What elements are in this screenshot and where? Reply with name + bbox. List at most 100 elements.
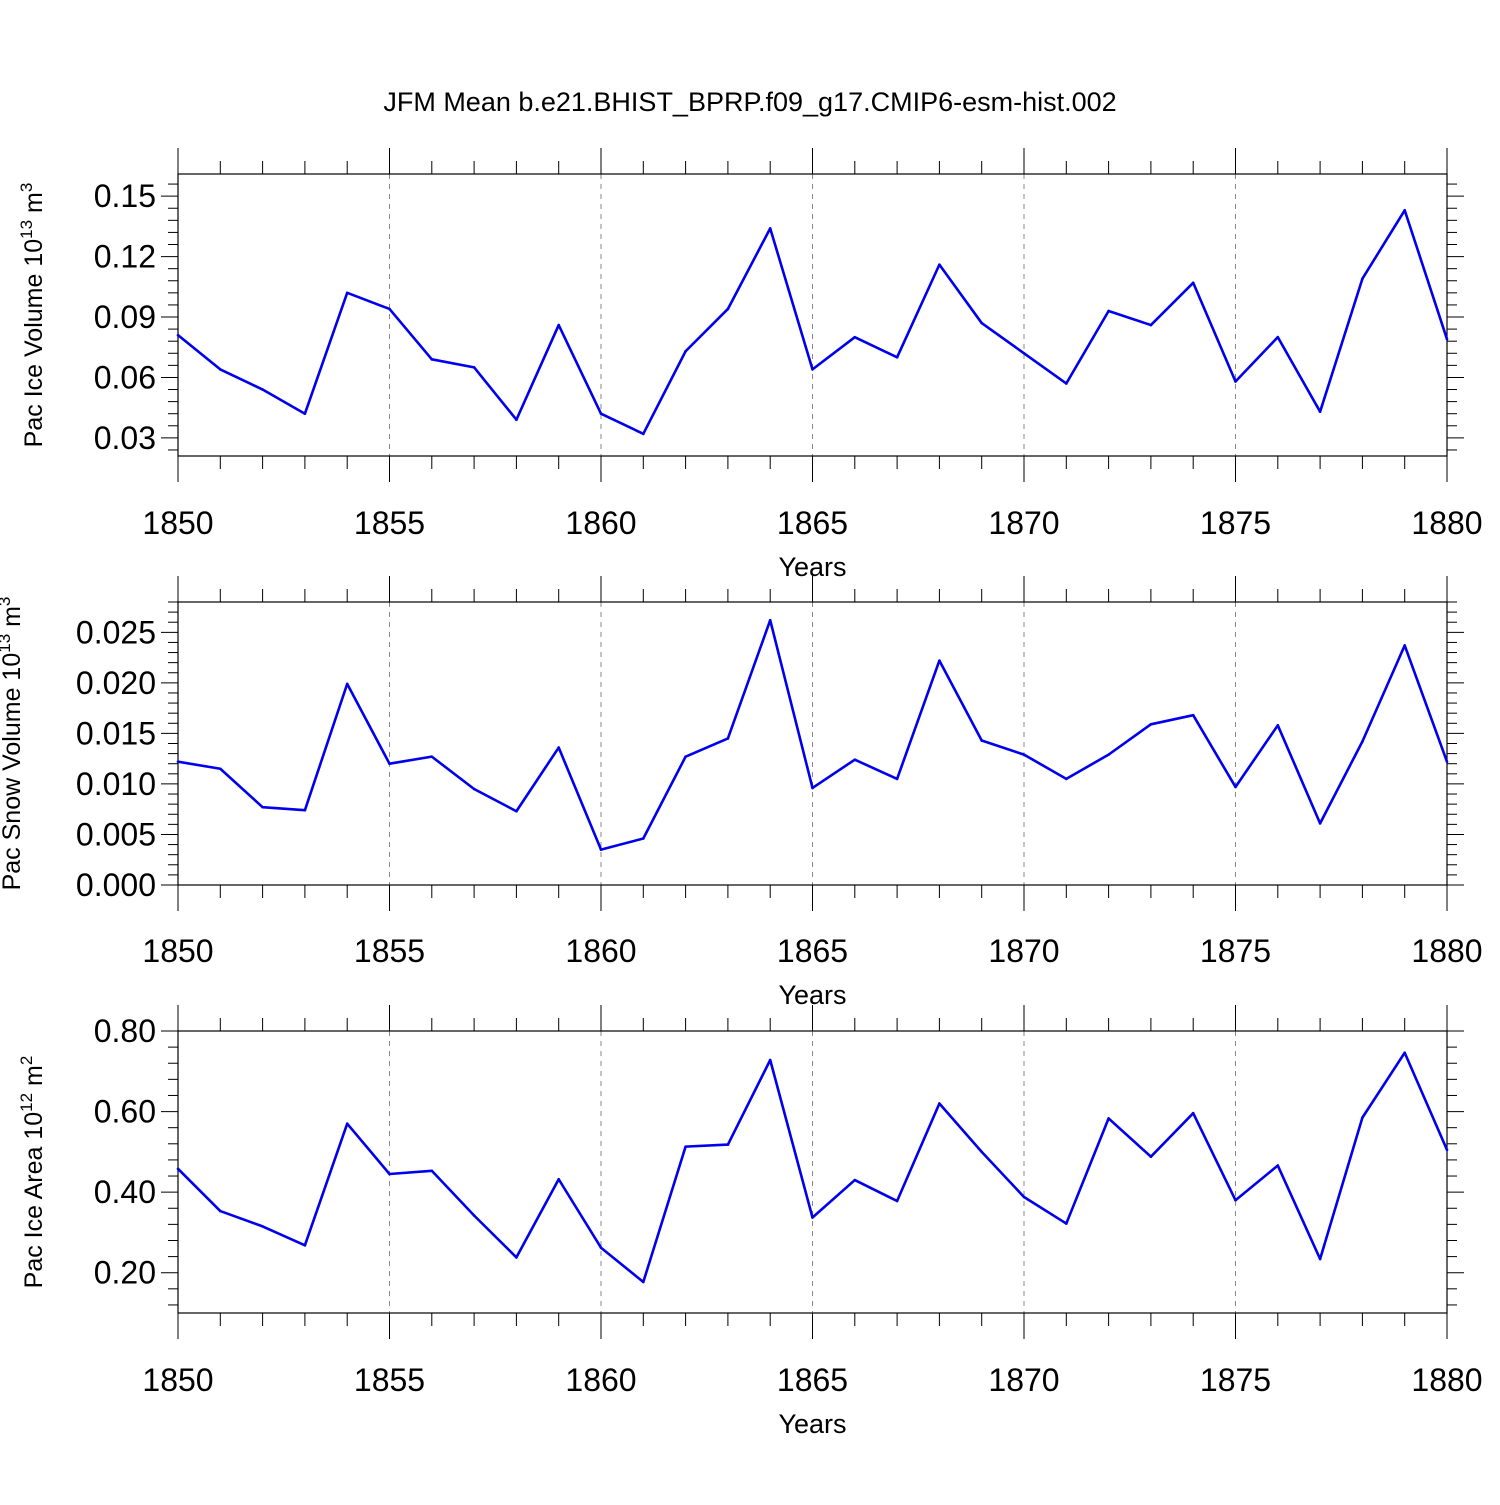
y-tick-label: 0.005 — [76, 816, 156, 852]
data-point — [430, 1169, 434, 1173]
data-point — [811, 1216, 814, 1219]
y-tick-label: 0.010 — [76, 766, 156, 802]
data-point — [726, 307, 730, 311]
data-point — [1149, 722, 1153, 726]
data-point — [345, 1122, 349, 1125]
data-point — [684, 349, 687, 353]
x-tick-label: 1860 — [565, 505, 636, 541]
data-point — [345, 682, 349, 686]
data-point — [726, 1143, 730, 1146]
data-point — [430, 358, 434, 361]
data-point — [1318, 1257, 1322, 1261]
panel-1: 1850 1855 1860 1865 1870 1875 1880 0.03 0.06 0.09… — [17, 148, 1483, 582]
x-tick-label: 1865 — [777, 933, 848, 969]
data-point — [472, 366, 476, 369]
data-point — [1191, 1111, 1195, 1115]
y-axis-label-text: Pac Ice Area 10 — [20, 1112, 48, 1289]
data-point — [1403, 644, 1406, 647]
data-point — [938, 263, 941, 266]
chart-title: JFM Mean b.e21.BHIST_BPRP.f09_g17.CMIP6-… — [383, 87, 1116, 117]
data-point — [811, 786, 814, 790]
data-point — [1318, 410, 1322, 413]
series-line — [177, 1051, 1449, 1284]
y-tick-label: 0.06 — [94, 359, 156, 395]
data-point — [811, 368, 814, 371]
x-tick-label: 1850 — [142, 933, 213, 969]
data-point — [219, 1209, 222, 1213]
y-axis-label-superscript: 3 — [17, 183, 36, 192]
x-tick-label: 1875 — [1200, 505, 1271, 541]
x-tick-label: 1880 — [1411, 505, 1482, 541]
y-axis-label: Pac Ice Volume 1013 m3 — [17, 183, 48, 448]
panel-2: 1850 1855 1860 1865 1870 1875 1880 0.000 0.005 0.… — [0, 576, 1483, 1010]
data-point — [853, 1178, 857, 1182]
x-axis-label: Years — [778, 1409, 846, 1439]
y-tick-label: 0.15 — [94, 178, 156, 214]
data-point — [1234, 785, 1237, 789]
data-point — [1276, 1164, 1280, 1167]
data-point — [895, 1199, 899, 1203]
data-point — [1065, 1222, 1068, 1225]
data-point — [1445, 1148, 1449, 1152]
panels: 1850 1855 1860 1865 1870 1875 1880 0.03 0.06 0.09… — [0, 148, 1483, 1439]
y-tick-label: 0.025 — [76, 614, 156, 650]
data-point — [684, 755, 687, 758]
data-point — [1276, 335, 1280, 339]
x-tick-label: 1875 — [1200, 933, 1271, 969]
x-tick-label: 1860 — [565, 1362, 636, 1398]
data-point — [1107, 309, 1110, 313]
data-point — [599, 1246, 603, 1250]
data-point — [938, 1102, 941, 1105]
data-point — [303, 1244, 307, 1247]
data-point — [1107, 1117, 1110, 1120]
x-tick-label: 1855 — [354, 933, 425, 969]
data-point — [1234, 1198, 1237, 1202]
data-point — [980, 1150, 983, 1154]
data-point — [176, 333, 180, 337]
data-point — [472, 787, 476, 791]
data-point — [684, 1145, 687, 1148]
x-tick-label: 1860 — [565, 933, 636, 969]
data-point — [1318, 822, 1322, 825]
y-tick-label: 0.20 — [94, 1255, 156, 1291]
y-axis-label-text: Pac Snow Volume 10 — [0, 653, 26, 891]
data-point — [1403, 208, 1406, 212]
y-tick-label: 0.03 — [94, 420, 156, 456]
y-axis-label-text: m — [20, 1065, 48, 1093]
data-point — [980, 739, 983, 742]
data-point — [219, 767, 222, 771]
data-point — [1022, 753, 1026, 756]
data-point — [472, 1214, 476, 1217]
panel-3: 1850 1855 1860 1865 1870 1875 1880 0.20 0.40 0.60… — [17, 1005, 1483, 1439]
data-point — [430, 755, 434, 758]
y-axis-label: Pac Ice Area 1012 m2 — [17, 1056, 48, 1289]
y-tick-label: 0.000 — [76, 867, 156, 903]
series-line — [177, 208, 1449, 436]
y-axis-label-superscript: 13 — [17, 220, 36, 239]
data-point — [1107, 753, 1110, 756]
data-point — [557, 323, 560, 327]
y-tick-label: 0.12 — [94, 239, 156, 275]
data-point — [853, 758, 857, 761]
data-point — [599, 412, 603, 416]
x-tick-label: 1870 — [988, 1362, 1059, 1398]
x-tick-label: 1865 — [777, 505, 848, 541]
data-point — [1361, 1116, 1364, 1119]
data-point — [1149, 1155, 1153, 1158]
y-tick-label: 0.09 — [94, 299, 156, 335]
y-tick-label: 0.40 — [94, 1174, 156, 1210]
data-point — [303, 412, 307, 416]
data-point — [1445, 760, 1449, 763]
y-axis-label-superscript: 12 — [17, 1093, 36, 1112]
data-point — [515, 809, 518, 813]
data-point — [345, 291, 349, 295]
data-point — [1191, 281, 1195, 285]
data-point — [726, 737, 730, 740]
y-axis-label-superscript: 13 — [0, 634, 14, 653]
data-point — [1191, 713, 1195, 717]
data-point — [388, 1172, 391, 1176]
data-point — [642, 1280, 645, 1284]
data-point — [1276, 724, 1280, 727]
x-tick-label: 1870 — [988, 505, 1059, 541]
